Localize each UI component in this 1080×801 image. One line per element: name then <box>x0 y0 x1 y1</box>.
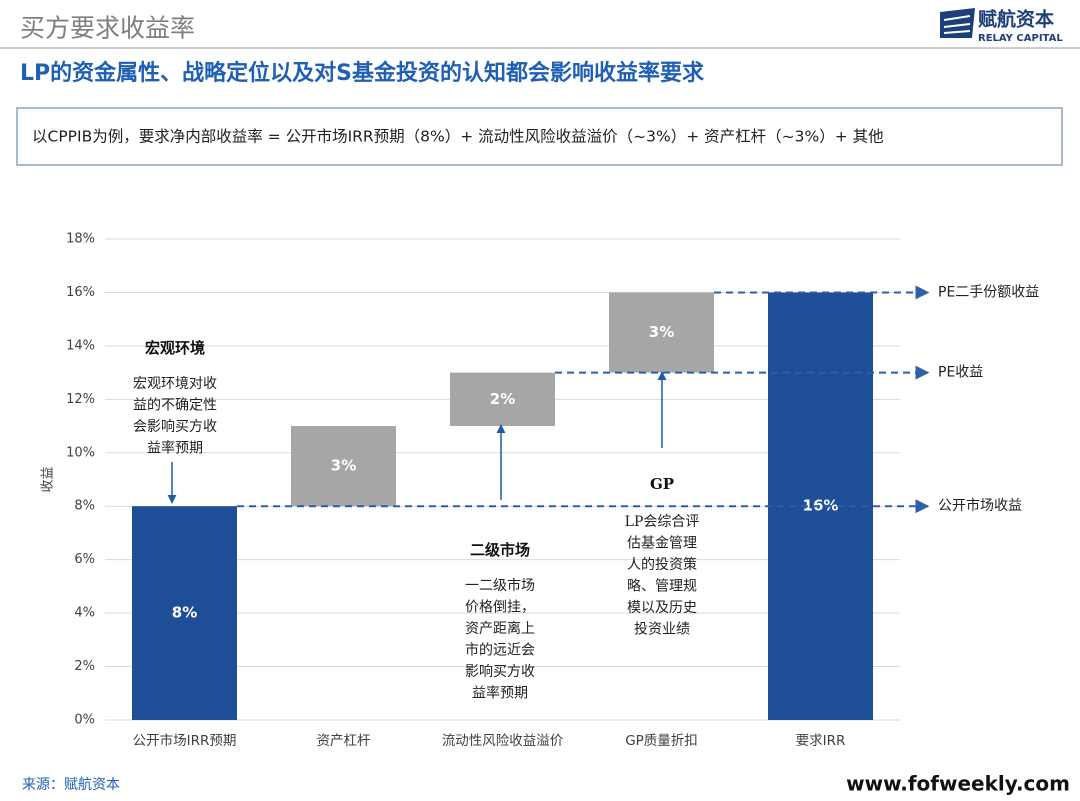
y-tick-label: 10% <box>66 445 95 460</box>
bar <box>291 426 396 507</box>
reference-label: PE二手份额收益 <box>938 284 1039 300</box>
bar <box>609 292 714 373</box>
bar <box>450 372 555 427</box>
y-tick-label: 14% <box>66 338 95 353</box>
source: 来源：赋航资本 <box>22 777 120 793</box>
annotation-text: 益率预期 <box>147 440 203 457</box>
value-label: 3% <box>331 457 356 475</box>
x-tick-label: 要求IRR <box>796 733 846 749</box>
y-tick-label: 12% <box>66 392 95 407</box>
y-tick-label: 4% <box>74 606 95 621</box>
x-tick-label: 流动性风险收益溢价 <box>442 733 564 749</box>
page-title: 买方要求收益率 <box>20 14 195 43</box>
annotation-title: 二级市场 <box>470 541 530 559</box>
annotation-title: 宏观环境 <box>145 339 205 357</box>
y-axis-label: 收益 <box>41 466 56 492</box>
annotation-title: GP <box>650 475 674 493</box>
annotation-text: 益率预期 <box>472 685 528 702</box>
subtitle: LP的资金属性、战略定位以及对S基金投资的认知都会影响收益率要求 <box>20 60 704 86</box>
annotation-text: 会影响买方收 <box>133 419 217 435</box>
annotation-text: 人的投资策 <box>627 556 697 573</box>
annotation-text: 影响买方收 <box>465 664 535 680</box>
annotation-text: 模以及历史 <box>627 600 697 616</box>
y-tick-label: 6% <box>74 552 95 567</box>
y-tick-label: 2% <box>74 659 95 674</box>
value-label: 2% <box>490 390 515 408</box>
annotation-text: 一二级市场 <box>465 577 535 594</box>
note-box <box>16 107 1063 166</box>
annotation-text: 宏观环境对收 <box>133 376 217 392</box>
chart: 0% 2% 4% 6% 8% 10% 12% 14% 16% 18% 收益 8% 公开市场IRR预期 3%… <box>41 232 1040 750</box>
value-label: 16% <box>803 497 839 515</box>
annotation-text: 略、管理规 <box>627 579 697 595</box>
y-tick-label: 8% <box>74 499 95 514</box>
reference-label: 公开市场收益 <box>938 497 1022 514</box>
note-text: 以CPPIB为例，要求净内部收益率 = 公开市场IRR预期（8%）+ 流动性风险… <box>32 128 884 146</box>
value-label: 3% <box>649 323 674 341</box>
annotation-text: 估基金管理 <box>627 535 697 552</box>
y-tick-label: 0% <box>74 713 95 728</box>
website: www.fofweekly.com <box>846 772 1070 796</box>
value-label: 8% <box>172 604 197 622</box>
annotation-text: 投资业绩 <box>634 622 690 638</box>
x-tick-label: 资产杠杆 <box>317 733 371 749</box>
x-tick-label: 公开市场IRR预期 <box>133 732 237 749</box>
logo: 赋航资本 RELAY CAPITAL <box>940 8 1063 44</box>
logo-stripes <box>943 15 971 34</box>
x-tick-label: GP质量折扣 <box>625 733 698 749</box>
y-tick-label: 18% <box>66 232 95 247</box>
annotation-text: 价格倒挂， <box>465 600 535 616</box>
logo-name: 赋航资本 <box>978 8 1054 31</box>
bar <box>132 506 237 720</box>
reference-label: PE收益 <box>938 365 983 381</box>
logo-english: RELAY CAPITAL <box>978 33 1063 44</box>
annotation-text: 益的不确定性 <box>133 398 217 414</box>
annotation-text: 市的远近会 <box>465 642 535 659</box>
y-tick-label: 16% <box>66 285 95 300</box>
annotation-text: LP会综合评 <box>625 514 700 530</box>
annotation-text: 资产距离上 <box>465 620 535 637</box>
